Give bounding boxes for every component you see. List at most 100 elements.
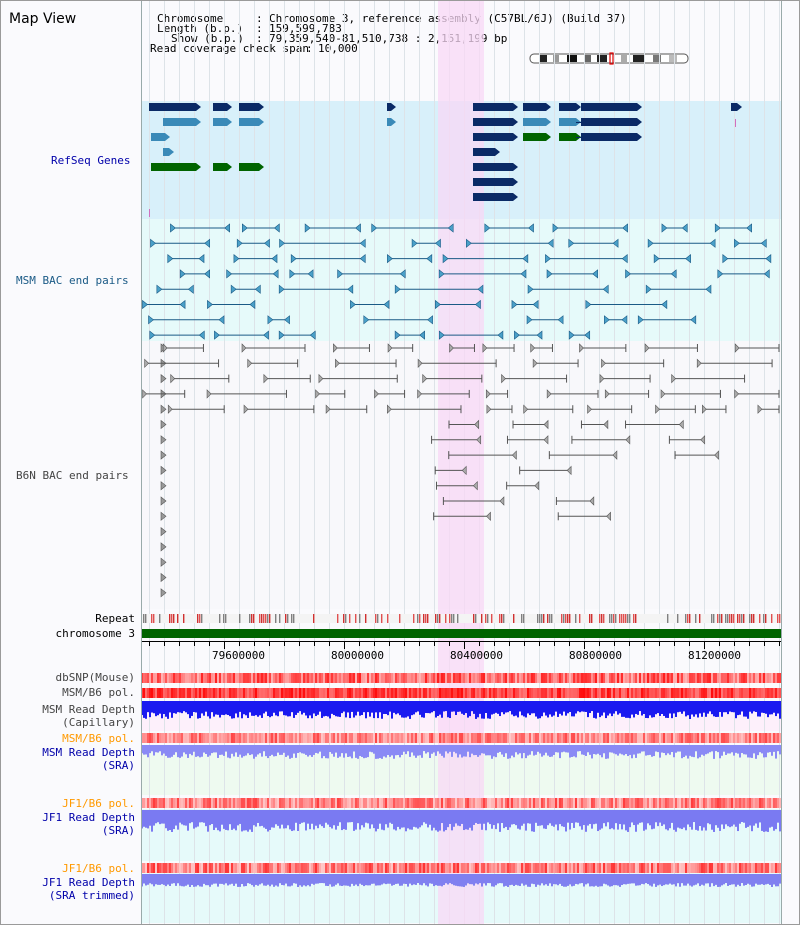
depth-bar — [733, 810, 735, 825]
heat-cell — [321, 863, 323, 873]
heat-cell — [239, 863, 241, 873]
repeat-element — [713, 614, 715, 623]
depth-bar — [221, 745, 223, 755]
gene-marker — [149, 209, 150, 217]
depth-bar — [537, 701, 539, 719]
depth-bar — [707, 701, 709, 714]
depth-bar — [391, 874, 393, 886]
heat-cell — [683, 863, 685, 873]
heat-cell — [771, 733, 773, 743]
repeat-element — [731, 614, 733, 623]
depth-bar — [189, 745, 191, 754]
repeat-element — [563, 614, 565, 623]
heat-cell — [655, 673, 657, 683]
heat-cell — [233, 733, 235, 743]
heat-cell — [153, 798, 155, 808]
depth-bar — [637, 745, 639, 754]
heat-cell — [221, 733, 223, 743]
depth-bar — [643, 874, 645, 885]
depth-bar — [513, 810, 515, 825]
depth-bar — [325, 874, 327, 886]
heat-cell — [237, 688, 239, 698]
heat-cell — [607, 863, 609, 873]
heat-cell — [417, 673, 419, 683]
gene-strand-arrow — [546, 118, 551, 126]
heat-cell — [157, 733, 159, 743]
depth-bar — [329, 745, 331, 753]
heat-cell — [323, 733, 325, 743]
heat-cell — [173, 733, 175, 743]
repeat-element — [435, 614, 437, 623]
heat-cell — [705, 863, 707, 873]
heat-cell — [247, 798, 249, 808]
heat-cell — [511, 798, 513, 808]
heat-cell — [633, 733, 635, 743]
depth-bar — [237, 874, 239, 887]
depth-bar — [531, 810, 533, 832]
depth-bar — [407, 701, 409, 717]
gene-strand-arrow — [546, 103, 551, 111]
heat-cell — [417, 688, 419, 698]
heat-cell — [557, 798, 559, 808]
repeat-element — [717, 614, 719, 623]
heat-cell — [561, 733, 563, 743]
depth-bar — [199, 810, 201, 823]
heat-cell — [709, 673, 711, 683]
heat-cell — [697, 688, 699, 698]
heat-cell — [481, 798, 483, 808]
heat-cell — [539, 733, 541, 743]
depth-bar — [165, 810, 167, 829]
depth-bar — [763, 745, 765, 758]
depth-bar — [585, 701, 587, 712]
depth-bar — [621, 874, 623, 886]
depth-bar — [145, 810, 147, 828]
bac-end-marker — [333, 343, 338, 353]
chromosome-info-key: Chromosome — [157, 12, 224, 25]
depth-bar — [431, 810, 433, 831]
track-label-msm-bac[interactable]: MSM BAC end pairs — [16, 274, 129, 287]
heat-cell — [367, 673, 369, 683]
heat-cell — [171, 688, 173, 698]
heat-cell — [499, 673, 501, 683]
heat-cell — [411, 798, 413, 808]
heat-cell — [733, 733, 735, 743]
heat-cell — [275, 798, 277, 808]
heat-cell — [527, 688, 529, 698]
depth-bar — [561, 874, 563, 886]
depth-bar — [599, 745, 601, 756]
bac-end-marker — [387, 404, 392, 414]
heat-cell — [707, 863, 709, 873]
heat-cell — [335, 863, 337, 873]
depth-bar — [615, 874, 617, 886]
depth-bar — [453, 745, 455, 752]
heat-cell — [437, 688, 439, 698]
heat-cell — [345, 733, 347, 743]
bac-end-marker — [530, 343, 536, 353]
heat-cell — [237, 798, 239, 808]
depth-bar — [473, 874, 475, 886]
depth-bar — [383, 874, 385, 884]
depth-bar — [653, 810, 655, 829]
heat-cell — [337, 863, 339, 873]
heat-cell — [155, 863, 157, 873]
track-label-refseq[interactable]: RefSeq Genes — [51, 154, 131, 167]
depth-bar — [491, 745, 493, 759]
track-label-b6n-bac[interactable]: B6N BAC end pairs — [16, 469, 129, 482]
heat-cell — [711, 688, 713, 698]
depth-bar — [157, 810, 159, 823]
depth-bar — [567, 810, 569, 823]
depth-bar — [757, 810, 759, 828]
gene-strand-arrow — [576, 103, 581, 111]
depth-bar — [691, 745, 693, 757]
heat-cell — [245, 673, 247, 683]
heat-cell — [519, 688, 521, 698]
depth-bar — [769, 701, 771, 715]
heat-cell — [161, 673, 163, 683]
heat-cell — [393, 798, 395, 808]
heat-cell — [435, 673, 437, 683]
heat-cell — [241, 733, 243, 743]
depth-bar — [691, 810, 693, 830]
depth-bar — [347, 745, 349, 757]
depth-bar — [169, 810, 171, 831]
